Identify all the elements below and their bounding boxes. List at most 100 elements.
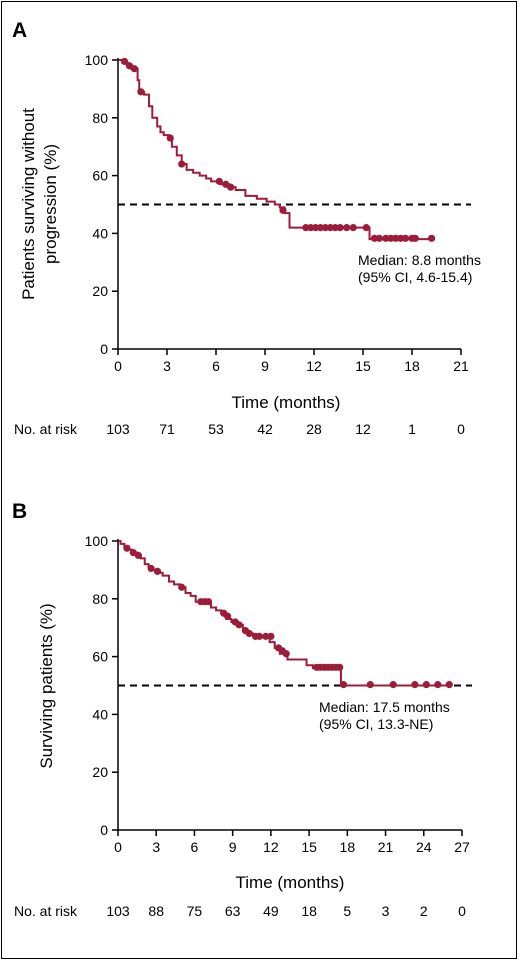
- censor-mark: [166, 134, 174, 142]
- panel-a-survival-curve: [118, 59, 432, 241]
- y-tick-label: 80: [92, 591, 108, 607]
- x-tick-label: 24: [416, 839, 432, 855]
- panel-b-x-axis-title: Time (months): [236, 873, 345, 892]
- censor-mark: [445, 681, 453, 689]
- risk-value: 42: [257, 421, 273, 437]
- survival-step-line: [118, 540, 450, 687]
- y-tick-label: 0: [100, 822, 108, 838]
- panel-a-axes: 0 20 40 60 80 100 0 3 6 9 12 15 18 21: [85, 52, 469, 374]
- censor-mark: [130, 65, 138, 73]
- x-tick-label: 27: [454, 839, 470, 855]
- risk-value: 5: [343, 903, 351, 919]
- x-tick-label: 9: [261, 358, 269, 374]
- x-tick-label: 0: [114, 358, 122, 374]
- censor-mark: [362, 224, 370, 232]
- panel-b-risk-label: No. at risk: [14, 903, 78, 919]
- panel-a-y-axis-title: Patients surviving without progression (%…: [19, 108, 60, 300]
- risk-value: 88: [148, 903, 164, 919]
- panel-a-chart: A Patients surviving without progression …: [12, 19, 481, 437]
- y-axis-title-line: Surviving patients (%): [37, 603, 56, 768]
- censor-mark: [134, 551, 142, 560]
- censor-mark: [255, 632, 264, 640]
- censor-mark: [215, 177, 223, 185]
- censor-mark: [204, 598, 213, 606]
- risk-value: 1: [408, 421, 416, 437]
- censor-mark: [339, 681, 348, 689]
- risk-value: 28: [306, 421, 322, 437]
- censor-mark: [389, 681, 397, 689]
- censor-mark: [411, 681, 419, 689]
- censor-mark: [343, 224, 351, 232]
- censor-mark: [227, 183, 235, 191]
- risk-value: 53: [208, 421, 224, 437]
- risk-value: 63: [225, 903, 241, 919]
- y-tick-label: 20: [92, 764, 108, 780]
- panel-b-y-axis-title: Surviving patients (%): [37, 603, 56, 768]
- risk-value: 103: [106, 903, 130, 919]
- y-axis-title-line: Patients surviving without: [19, 108, 38, 300]
- y-tick-label: 60: [92, 168, 108, 184]
- risk-value: 103: [106, 421, 130, 437]
- y-tick-label: 100: [85, 52, 109, 68]
- risk-value: 75: [187, 903, 203, 919]
- x-tick-label: 18: [340, 839, 356, 855]
- panel-a-median-annotation-line-1: Median: 8.8 months: [358, 252, 481, 268]
- panel-b-risk-table: 103 88 75 63 49 18 5 3 2 0: [106, 903, 466, 919]
- panel-a-risk-label: No. at risk: [14, 421, 78, 437]
- censor-mark: [282, 650, 290, 658]
- panel-a-censor-marks: [120, 57, 436, 242]
- survival-step-line: [118, 59, 432, 241]
- risk-value: 18: [301, 903, 317, 919]
- censor-mark: [178, 160, 186, 168]
- risk-value: 12: [355, 421, 371, 437]
- risk-value: 0: [458, 903, 466, 919]
- x-tick-label: 15: [301, 839, 317, 855]
- censor-mark: [279, 206, 287, 214]
- risk-value: 49: [263, 903, 279, 919]
- risk-value: 2: [420, 903, 428, 919]
- y-tick-label: 40: [92, 225, 108, 241]
- panel-b-censor-marks: [123, 544, 453, 689]
- censor-mark: [120, 57, 129, 66]
- censor-mark: [375, 234, 383, 242]
- x-tick-label: 18: [404, 358, 420, 374]
- risk-value: 3: [382, 903, 390, 919]
- panel-b-median-annotation-line-2: (95% CI, 13.3-NE): [319, 716, 433, 732]
- risk-value: 0: [457, 421, 465, 437]
- x-tick-label: 21: [453, 358, 469, 374]
- censor-mark: [235, 621, 243, 629]
- censor-mark: [123, 544, 131, 552]
- x-tick-label: 12: [263, 839, 279, 855]
- censor-mark: [137, 88, 145, 96]
- censor-mark: [223, 612, 232, 620]
- y-tick-label: 60: [92, 649, 108, 665]
- censor-mark: [411, 234, 419, 242]
- x-tick-label: 3: [152, 839, 160, 855]
- censor-mark: [153, 567, 162, 575]
- censor-mark: [336, 663, 344, 671]
- panel-a-risk-table: 103 71 53 42 28 12 1 0: [106, 421, 465, 437]
- panel-a-median-annotation-line-2: (95% CI, 4.6-15.4): [358, 269, 472, 285]
- censor-mark: [422, 681, 430, 689]
- censor-mark: [401, 234, 410, 242]
- panel-b-median-annotation-line-1: Median: 17.5 months: [319, 699, 450, 715]
- panel-b-axes: 0 20 40 60 80 100 0 3 6 9 12 15 18 21 24 27: [85, 533, 470, 855]
- y-tick-label: 40: [92, 706, 108, 722]
- x-tick-label: 3: [163, 358, 171, 374]
- censor-mark: [262, 632, 270, 640]
- risk-value: 71: [159, 421, 175, 437]
- censor-mark: [178, 583, 186, 591]
- censor-mark: [349, 224, 357, 232]
- y-tick-label: 80: [92, 110, 108, 126]
- panel-a-letter: A: [12, 19, 27, 42]
- panel-b-letter: B: [12, 500, 27, 523]
- censor-mark: [336, 224, 344, 232]
- x-tick-label: 15: [355, 358, 371, 374]
- censor-mark: [428, 234, 436, 242]
- x-tick-label: 6: [212, 358, 220, 374]
- censor-mark: [267, 632, 275, 640]
- y-tick-label: 0: [100, 341, 108, 357]
- x-tick-label: 21: [378, 839, 394, 855]
